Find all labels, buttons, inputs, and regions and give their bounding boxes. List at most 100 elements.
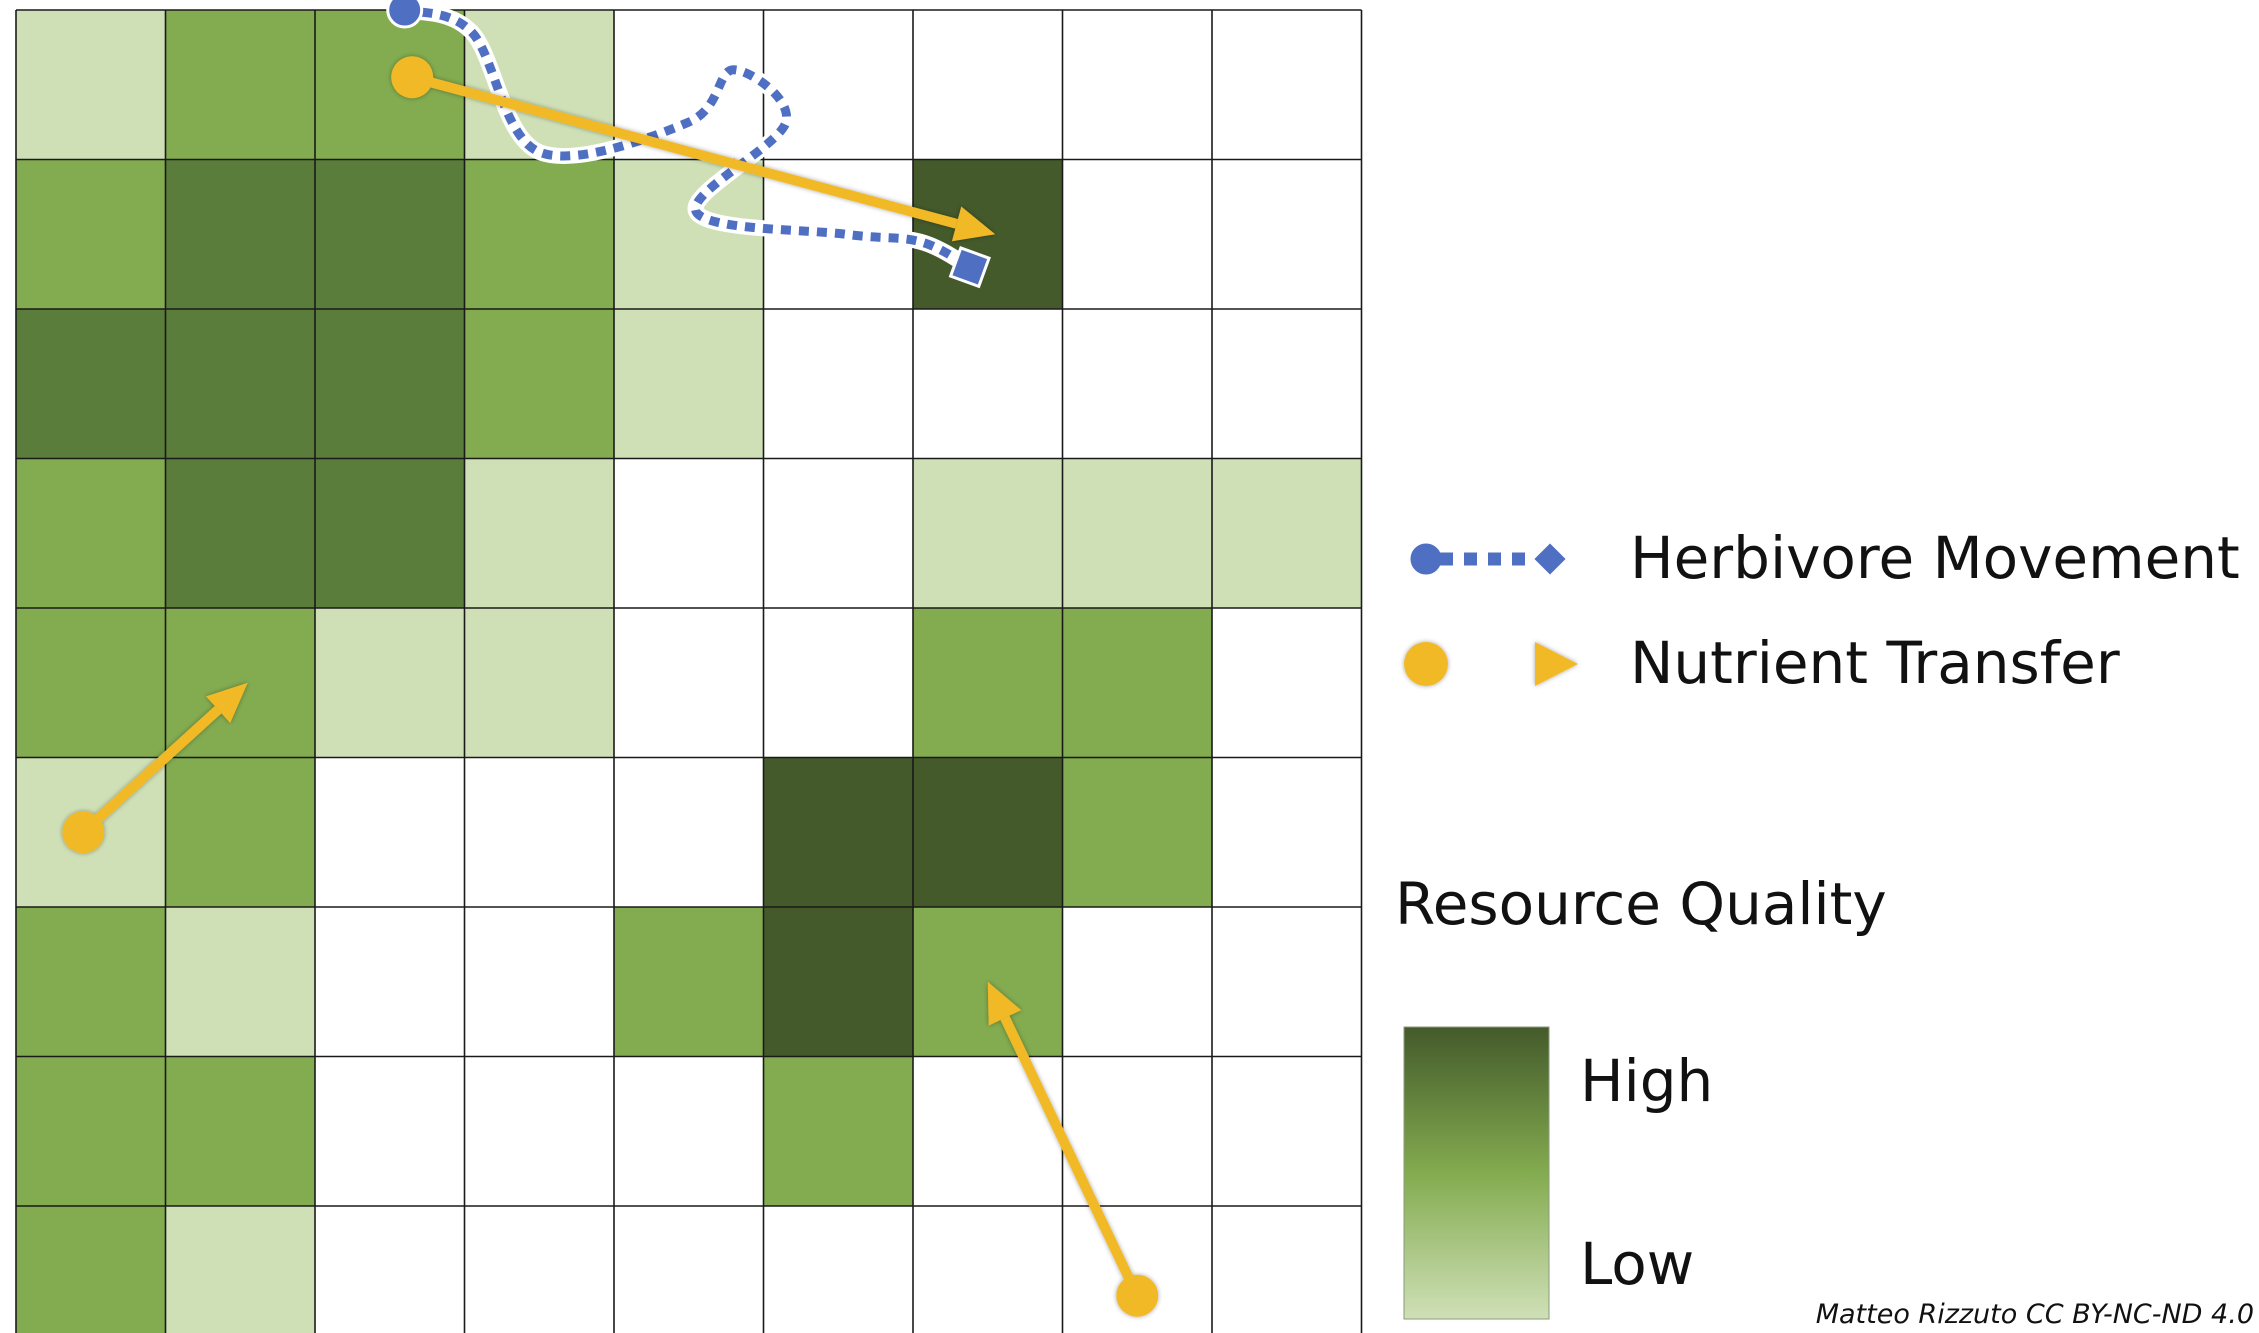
grid-cell-r2-c5 bbox=[763, 309, 913, 459]
nutrient-transfer-arrows bbox=[62, 56, 1159, 1317]
grid-cell-r8-c6 bbox=[913, 1206, 1063, 1333]
herbivore-end-marker bbox=[948, 245, 991, 289]
grid-cell-r3-c7 bbox=[1062, 458, 1212, 608]
legend-herbivore-movement: Herbivore Movement bbox=[1407, 524, 2240, 592]
nutrient-arrow-head bbox=[206, 682, 248, 723]
grid-cell-r0-c6 bbox=[913, 10, 1063, 160]
grid-cell-r1-c4 bbox=[614, 159, 764, 309]
resource-quality-low-label: Low bbox=[1580, 1230, 1694, 1298]
grid-cell-r2-c7 bbox=[1062, 309, 1212, 459]
grid-cell-r3-c4 bbox=[614, 458, 764, 608]
grid-cell-r5-c7 bbox=[1062, 757, 1212, 907]
grid-cell-r3-c0 bbox=[16, 458, 166, 608]
grid-cell-r7-c5 bbox=[763, 1056, 913, 1206]
nutrient-arrow-1 bbox=[391, 56, 996, 242]
nutrient-arrow-shaft bbox=[1000, 1015, 1142, 1298]
grid-cell-r4-c0 bbox=[16, 608, 166, 758]
resource-quality-gradient bbox=[1403, 1026, 1550, 1320]
grid-cell-r4-c8 bbox=[1212, 608, 1362, 758]
grid-cell-r3-c6 bbox=[913, 458, 1063, 608]
nutrient-arrowhead-icon bbox=[1535, 642, 1578, 686]
grid-cell-r6-c8 bbox=[1212, 907, 1362, 1057]
grid-cell-r3-c5 bbox=[763, 458, 913, 608]
grid-cell-r4-c5 bbox=[763, 608, 913, 758]
resource-grid bbox=[16, 10, 1362, 1333]
grid-cell-r5-c5 bbox=[763, 757, 913, 907]
grid-cell-r0-c1 bbox=[165, 10, 315, 160]
grid-cell-r8-c1 bbox=[165, 1206, 315, 1333]
grid-cell-r7-c0 bbox=[16, 1056, 166, 1206]
legend-resource-quality: Resource Quality High Low bbox=[1395, 870, 1887, 1320]
grid-cell-r3-c2 bbox=[315, 458, 465, 608]
grid-cell-r6-c0 bbox=[16, 907, 166, 1057]
grid-cell-r5-c8 bbox=[1212, 757, 1362, 907]
grid-cell-r4-c3 bbox=[464, 608, 614, 758]
grid-cell-r4-c4 bbox=[614, 608, 764, 758]
grid-cell-r6-c7 bbox=[1062, 907, 1212, 1057]
grid-cell-r7-c8 bbox=[1212, 1056, 1362, 1206]
grid-cell-r2-c3 bbox=[464, 309, 614, 459]
grid-cell-r3-c8 bbox=[1212, 458, 1362, 608]
nutrient-arrow-3 bbox=[987, 981, 1159, 1317]
grid-cell-r3-c1 bbox=[165, 458, 315, 608]
grid-cell-r6-c5 bbox=[763, 907, 913, 1057]
herbivore-start-marker bbox=[386, 0, 424, 29]
nutrient-arrow-head bbox=[987, 981, 1022, 1026]
grid-cell-r8-c2 bbox=[315, 1206, 465, 1333]
grid-lines bbox=[15, 9, 1363, 1333]
grid-cell-r0-c8 bbox=[1212, 10, 1362, 160]
grid-cell-r2-c6 bbox=[913, 309, 1063, 459]
grid-cell-r5-c4 bbox=[614, 757, 764, 907]
grid-cell-r2-c1 bbox=[165, 309, 315, 459]
nutrient-arrow-2 bbox=[62, 682, 248, 854]
grid-cell-r1-c7 bbox=[1062, 159, 1212, 309]
grid-cell-r8-c5 bbox=[763, 1206, 913, 1333]
grid-cell-r1-c2 bbox=[315, 159, 465, 309]
grid-cell-r5-c3 bbox=[464, 757, 614, 907]
grid-cell-r5-c1 bbox=[165, 757, 315, 907]
grid-cell-r4-c6 bbox=[913, 608, 1063, 758]
grid-cell-r4-c7 bbox=[1062, 608, 1212, 758]
grid-cell-r8-c3 bbox=[464, 1206, 614, 1333]
grid-cell-r2-c4 bbox=[614, 309, 764, 459]
grid-cell-r8-c8 bbox=[1212, 1206, 1362, 1333]
grid-cell-r6-c2 bbox=[315, 907, 465, 1057]
legend-nutrient-label: Nutrient Transfer bbox=[1630, 629, 2120, 697]
nutrient-arrow-origin bbox=[62, 811, 105, 854]
grid-cell-r1-c0 bbox=[16, 159, 166, 309]
grid-cell-r1-c1 bbox=[165, 159, 315, 309]
grid-cell-r2-c0 bbox=[16, 309, 166, 459]
grid-cell-r7-c1 bbox=[165, 1056, 315, 1206]
herbivore-start-icon bbox=[1407, 540, 1445, 578]
grid-cell-r6-c4 bbox=[614, 907, 764, 1057]
legend-nutrient-transfer: Nutrient Transfer bbox=[1404, 629, 2120, 697]
legend-herbivore-label: Herbivore Movement bbox=[1630, 524, 2240, 592]
nutrient-arrow-origin bbox=[391, 56, 434, 99]
resource-quality-high-label: High bbox=[1580, 1047, 1713, 1115]
grid-cell-r0-c0 bbox=[16, 10, 166, 160]
grid-cell-r5-c2 bbox=[315, 757, 465, 907]
grid-cell-r7-c2 bbox=[315, 1056, 465, 1206]
nutrient-arrow-shaft bbox=[79, 705, 222, 836]
nutrient-arrow-shaft bbox=[410, 72, 958, 229]
grid-cell-r7-c6 bbox=[913, 1056, 1063, 1206]
grid-cell-r5-c6 bbox=[913, 757, 1063, 907]
grid-cell-r1-c3 bbox=[464, 159, 614, 309]
grid-cell-r0-c7 bbox=[1062, 10, 1212, 160]
grid-cell-r2-c8 bbox=[1212, 309, 1362, 459]
nutrient-arrow-head bbox=[951, 206, 996, 242]
grid-cell-r8-c4 bbox=[614, 1206, 764, 1333]
nutrient-arrow-origin bbox=[1116, 1274, 1159, 1317]
grid-cell-r7-c4 bbox=[614, 1056, 764, 1206]
grid-cell-r7-c3 bbox=[464, 1056, 614, 1206]
grid-cell-r3-c3 bbox=[464, 458, 614, 608]
grid-cell-r0-c3 bbox=[464, 10, 614, 160]
grid-cell-r0-c5 bbox=[763, 10, 913, 160]
grid-cell-r4-c2 bbox=[315, 608, 465, 758]
credit-text: Matteo Rizzuto CC BY-NC-ND 4.0 bbox=[1816, 1299, 2254, 1330]
herbivore-end-diamond-icon bbox=[1531, 540, 1569, 578]
nutrient-start-icon bbox=[1404, 642, 1448, 686]
grid-cell-r6-c1 bbox=[165, 907, 315, 1057]
grid-cell-r6-c3 bbox=[464, 907, 614, 1057]
